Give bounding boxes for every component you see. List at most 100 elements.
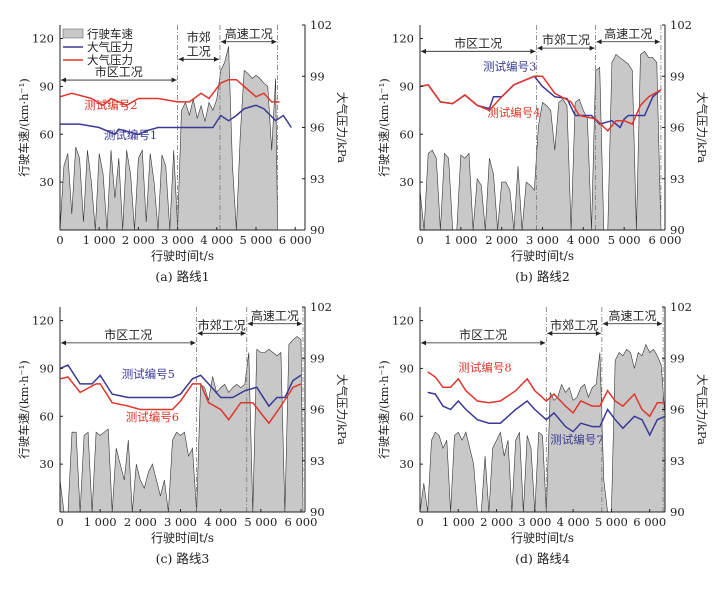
x-tick-label: 1 000 <box>442 515 475 529</box>
series-label: 测试编号7 <box>550 432 603 446</box>
y2-axis-label: 大气压力/kPa <box>695 374 709 445</box>
series-label: 测试编号8 <box>458 361 511 375</box>
x-tick-label: 5 000 <box>244 515 277 529</box>
x-tick-label: 1 000 <box>83 233 116 247</box>
x-tick-label: 6 000 <box>279 233 312 247</box>
series-label: 测试编号4 <box>487 106 540 120</box>
x-tick-label: 3 000 <box>526 233 559 247</box>
region-label: 市郊工况 <box>198 317 246 332</box>
pressure-line <box>427 371 665 418</box>
region-label: 市郊工况 <box>542 32 590 47</box>
region-label: 高速工况 <box>251 308 299 323</box>
y2-tick-label: 102 <box>310 300 332 314</box>
y2-tick-label: 90 <box>670 505 685 519</box>
x-tick-label: 4 000 <box>200 233 233 247</box>
pressure-line <box>60 104 292 136</box>
y2-tick-label: 99 <box>670 69 685 83</box>
x-tick-label: 4 000 <box>567 233 600 247</box>
x-axis-label: 行驶时间t/s <box>151 248 214 263</box>
x-tick-label: 6 000 <box>285 515 318 529</box>
speed-line <box>59 336 304 513</box>
region-label: 市区工况 <box>459 327 507 342</box>
y-tick-label: 30 <box>39 457 54 471</box>
arrowhead-icon <box>178 56 219 62</box>
x-tick-label: 2 000 <box>124 515 157 529</box>
panel-caption: (c) 路线3 <box>156 551 210 566</box>
y-axis-label: 行驶车速/(km·h⁻¹) <box>377 78 391 176</box>
pressure-line <box>59 364 302 408</box>
x-tick-label: 1 000 <box>84 515 117 529</box>
series-label: 测试编号6 <box>126 410 179 424</box>
speed-area <box>420 51 661 230</box>
y-tick-label: 90 <box>399 361 414 375</box>
y2-tick-label: 102 <box>670 18 692 32</box>
x-tick-label: 4 000 <box>204 515 237 529</box>
region-label: 市区工况 <box>95 64 143 79</box>
y2-axis-label: 大气压力/kPa <box>335 92 349 163</box>
pressure-line <box>59 78 280 107</box>
y2-tick-label: 102 <box>670 300 692 314</box>
y2-tick-label: 90 <box>310 223 325 237</box>
y2-tick-label: 96 <box>310 403 325 417</box>
y2-tick-label: 96 <box>670 403 685 417</box>
x-tick-label: 0 <box>416 233 423 247</box>
x-tick-label: 0 <box>56 233 63 247</box>
speed-area <box>60 46 278 230</box>
x-tick-label: 6 000 <box>649 233 682 247</box>
region-label: 市区工况 <box>104 327 152 342</box>
region-label: 市区工况 <box>454 35 502 50</box>
x-axis-label: 行驶时间t/s <box>511 248 574 263</box>
speed-area <box>420 344 665 512</box>
speed-line <box>419 50 662 231</box>
series-label: 测试编号3 <box>483 59 536 73</box>
y-tick-label: 120 <box>32 32 54 46</box>
region-label: 高速工况 <box>604 26 652 41</box>
x-tick-label: 4 000 <box>557 515 590 529</box>
series-label: 测试编号5 <box>122 367 175 381</box>
pressure-line <box>427 391 666 437</box>
legend-label: 大气压力 <box>87 40 133 54</box>
panel-caption: (a) 路线1 <box>155 269 209 284</box>
panel-caption: (d) 路线4 <box>515 551 570 566</box>
y2-tick-label: 90 <box>670 223 685 237</box>
y-tick-label: 120 <box>32 314 54 328</box>
y-tick-label: 30 <box>399 175 414 189</box>
panel-a: 市区工况 市郊工况 高速工况 测试编号2 测试编号1 0 1 000 2 000 3 000 4 … <box>0 0 360 290</box>
x-tick-label: 3 000 <box>161 233 194 247</box>
speed-line <box>419 343 666 513</box>
y2-tick-label: 99 <box>310 351 325 365</box>
y2-tick-label: 99 <box>670 351 685 365</box>
region-label: 高速工况 <box>225 26 273 41</box>
x-axis-label: 行驶时间t/s <box>151 530 214 545</box>
x-tick-label: 2 000 <box>122 233 155 247</box>
y-tick-label: 120 <box>392 32 414 46</box>
y2-tick-label: 93 <box>670 172 685 186</box>
y2-axis-label: 大气压力/kPa <box>695 92 709 163</box>
x-axis-label: 行驶时间t/s <box>511 530 574 545</box>
x-tick-label: 5 000 <box>608 233 641 247</box>
legend-label: 行驶车速 <box>87 27 133 41</box>
y-tick-label: 90 <box>39 79 54 93</box>
region-label: 市郊工况 <box>550 317 598 332</box>
y2-axis-label: 大气压力/kPa <box>335 374 349 445</box>
arrowhead-icon <box>197 330 246 336</box>
y-tick-label: 60 <box>39 409 54 423</box>
y-tick-label: 60 <box>399 409 414 423</box>
x-tick-label: 3 000 <box>164 515 197 529</box>
y2-tick-label: 99 <box>310 69 325 83</box>
x-tick-label: 5 000 <box>595 515 628 529</box>
y2-tick-label: 90 <box>310 505 325 519</box>
x-tick-label: 1 000 <box>444 233 477 247</box>
panel-caption: (b) 路线2 <box>515 269 570 284</box>
y2-tick-label: 96 <box>310 121 325 135</box>
region-label: 高速工况 <box>608 308 656 323</box>
y-tick-label: 30 <box>399 457 414 471</box>
x-tick-label: 2 000 <box>480 515 513 529</box>
x-tick-label: 0 <box>416 515 423 529</box>
pressure-line <box>419 75 662 133</box>
panel-c: 市区工况 市郊工况 高速工况 测试编号5 测试编号6 0 1 000 2 000 3 000 4 … <box>0 295 360 585</box>
y-tick-label: 60 <box>399 127 414 141</box>
panel-d: 市区工况 市郊工况 高速工况 测试编号7 测试编号8 0 1 000 2 000 3 000 4 … <box>360 295 720 585</box>
